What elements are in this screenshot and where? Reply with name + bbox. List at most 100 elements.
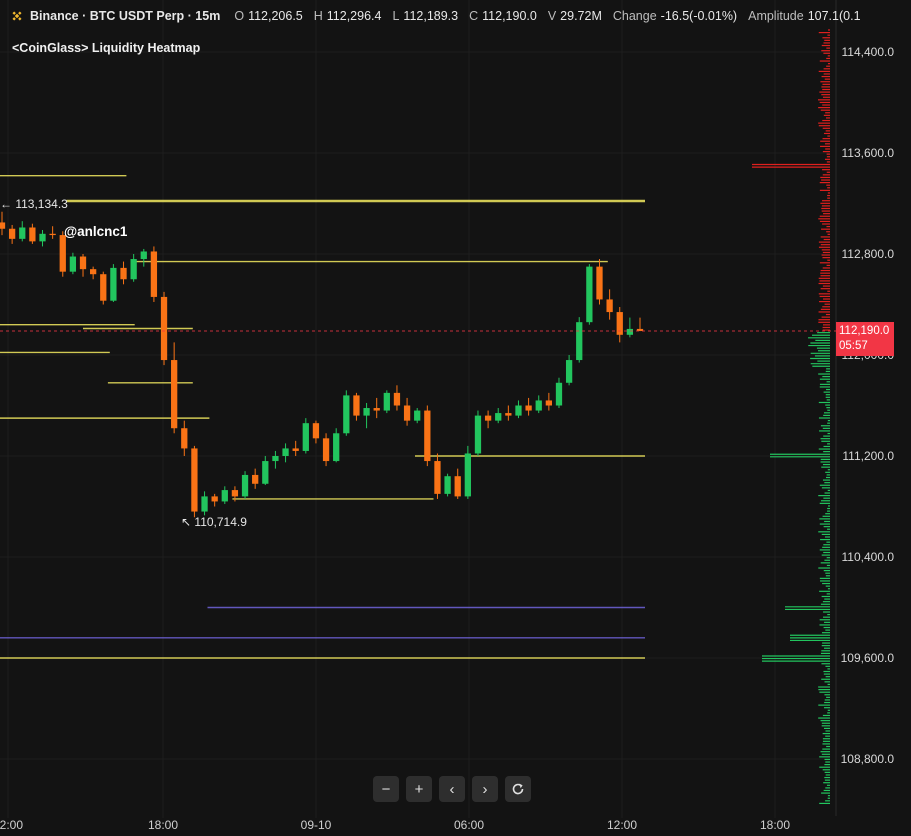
- candle-body: [312, 423, 320, 439]
- candle-body: [525, 405, 532, 411]
- high-value: 112,296.4: [326, 9, 382, 23]
- candle-body: [262, 461, 269, 484]
- candle-body: [424, 410, 431, 462]
- candle-body: [79, 256, 87, 270]
- candle-body: [221, 490, 228, 502]
- candle-body: [282, 448, 289, 456]
- candle-body: [231, 490, 239, 497]
- candle-body: [444, 476, 451, 494]
- amplitude-label: Amplitude: [748, 9, 804, 23]
- y-tick-label: 113,600.0: [842, 146, 895, 160]
- amplitude-value: 107.1(0.1: [807, 9, 861, 23]
- candle-body: [191, 448, 198, 512]
- candle-body: [100, 274, 107, 301]
- low-marker-value: 110,714.9: [194, 515, 247, 529]
- low-label: L: [392, 9, 400, 23]
- scroll-left-button[interactable]: ‹: [439, 776, 465, 802]
- candle-body: [515, 405, 522, 416]
- candle-body: [434, 461, 441, 494]
- candle-body: [8, 228, 16, 239]
- candle-body: [0, 222, 6, 229]
- symbol-title[interactable]: Binance · BTC USDT Perp · 15m: [30, 9, 221, 23]
- candle-body: [393, 392, 401, 406]
- candle-body: [90, 269, 97, 275]
- candle-body: [322, 438, 330, 462]
- candle-body: [636, 328, 644, 332]
- scroll-right-button[interactable]: ›: [472, 776, 498, 802]
- x-tick-label: 06:00: [454, 818, 484, 832]
- candle-body: [120, 267, 127, 280]
- high-marker-value: 113,134.3: [15, 197, 68, 211]
- candle-body: [171, 360, 178, 429]
- candle-body: [403, 405, 411, 421]
- candle-body: [484, 415, 492, 421]
- candle-body: [302, 423, 309, 451]
- candle-body: [49, 233, 56, 236]
- change-value: -16.5(-0.01%): [660, 9, 738, 23]
- candle-body: [181, 428, 188, 449]
- candle-body: [353, 395, 360, 416]
- candle-body: [343, 395, 350, 434]
- last-price-badge: 112,190.0 05:57: [836, 322, 894, 356]
- x-tick-label: 18:00: [148, 818, 178, 832]
- indicator-title[interactable]: <CoinGlass> Liquidity Heatmap: [12, 41, 201, 55]
- volume-label: V: [547, 9, 557, 23]
- y-tick-label: 114,400.0: [842, 45, 895, 59]
- candle-body: [59, 235, 66, 272]
- high-marker: ← 113,134.3: [0, 197, 68, 211]
- candle-body: [565, 360, 573, 383]
- y-tick-label: 110,400.0: [842, 550, 895, 564]
- close-label: C: [469, 9, 479, 23]
- zoom-in-button[interactable]: +: [406, 776, 432, 802]
- arrow-icon: ↖: [181, 515, 192, 529]
- x-tick-label: 12:00: [0, 818, 23, 832]
- candle-body: [576, 322, 583, 361]
- low-value: 112,189.3: [403, 9, 459, 23]
- last-price-value: 112,190.0: [839, 325, 890, 337]
- candle-body: [373, 408, 380, 411]
- y-tick-label: 109,600.0: [841, 651, 895, 665]
- candle-body: [555, 382, 563, 406]
- low-marker: ↖ 110,714.9: [181, 515, 247, 529]
- candle-body: [39, 233, 46, 242]
- candle-body: [292, 448, 299, 451]
- candle-body: [626, 328, 634, 335]
- volume-value: 29.72M: [560, 9, 602, 23]
- candle-countdown: 05:57: [839, 340, 868, 352]
- candle-body: [363, 408, 370, 416]
- candle-body: [211, 496, 218, 502]
- reset-chart-button[interactable]: [505, 776, 531, 802]
- x-tick-label: 09-10: [301, 818, 332, 832]
- close-value: 112,190.0: [482, 9, 537, 23]
- candle-body: [414, 410, 421, 421]
- candle-body: [383, 392, 390, 411]
- candle-body: [69, 256, 77, 272]
- candle-body: [110, 267, 117, 301]
- open-label: O: [234, 9, 245, 23]
- watermark: @anlcnc1: [64, 224, 128, 239]
- candle-body: [616, 312, 623, 335]
- high-label: H: [313, 9, 323, 23]
- symbol-header: Binance · BTC USDT Perp · 15m O 112,206.…: [10, 6, 872, 26]
- candle-body: [201, 496, 208, 512]
- candle-body: [150, 251, 158, 297]
- binance-logo-icon: [12, 11, 22, 21]
- x-tick-label: 12:00: [607, 818, 637, 832]
- candle-body: [19, 227, 26, 239]
- candle-body: [333, 433, 340, 462]
- candle-body: [596, 266, 603, 300]
- zoom-out-button[interactable]: −: [373, 776, 399, 802]
- candle-body: [241, 474, 249, 497]
- candle-body: [252, 474, 259, 484]
- reset-icon: [512, 783, 524, 795]
- candle-body: [586, 266, 593, 323]
- candle-body: [535, 400, 542, 411]
- candle-body: [495, 413, 502, 421]
- candle-body: [160, 296, 168, 361]
- y-tick-label: 111,200.0: [842, 449, 894, 463]
- candle-body: [272, 456, 279, 462]
- candle-body: [474, 415, 482, 454]
- y-tick-label: 112,800.0: [842, 247, 895, 261]
- candle-body: [505, 413, 512, 416]
